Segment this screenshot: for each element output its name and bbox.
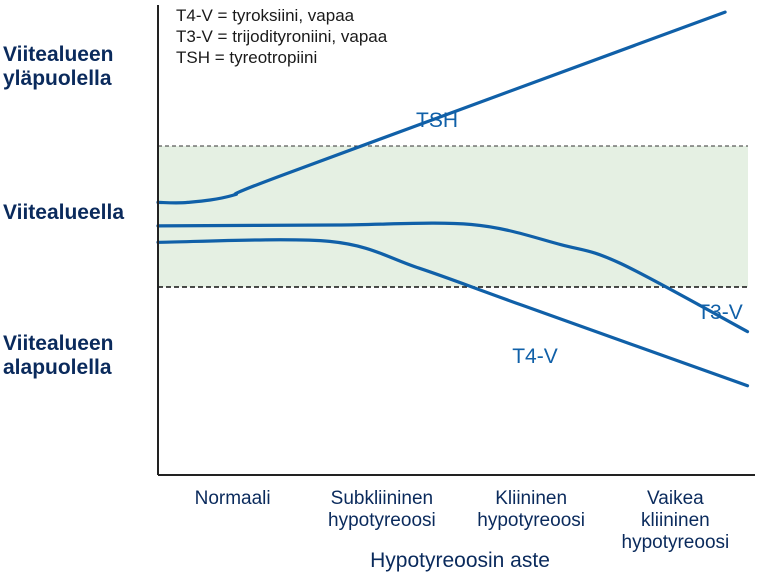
x-tick-label-1: hypotyreoosi — [328, 510, 436, 531]
x-tick-label-1: Subkliininen — [331, 488, 433, 509]
series-line-t3-v — [156, 221, 750, 334]
y-band-label-0: yläpuolella — [3, 67, 112, 90]
reference-range-band — [158, 146, 748, 287]
series-label-t3-v: T3-V — [697, 301, 743, 324]
y-band-label-2: Viitealueen — [3, 332, 114, 355]
x-tick-label-3: Vaikea — [647, 488, 704, 509]
x-tick-label-3: hypotyreoosi — [622, 532, 730, 553]
y-band-label-1: Viitealueella — [3, 201, 124, 224]
x-tick-label-2: hypotyreoosi — [477, 510, 585, 531]
series-label-tsh: TSH — [416, 109, 458, 132]
legend-item-tsh: TSH = tyreotropiini — [176, 48, 317, 67]
x-tick-label-3: kliininen — [641, 510, 710, 531]
x-tick-label-2: Kliininen — [495, 488, 567, 509]
series-line-tsh — [156, 10, 727, 205]
y-band-label-2: alapuolella — [3, 356, 112, 379]
series-line-t4-v — [156, 238, 750, 388]
legend-item-t4: T4-V = tyroksiini, vapaa — [176, 6, 355, 25]
y-band-label-0: Viitealueen — [3, 43, 114, 66]
legend-item-t3: T3-V = trijodityroniini, vapaa — [176, 27, 388, 46]
series-label-t4-v: T4-V — [512, 345, 558, 368]
legend: T4-V = tyroksiini, vapaa T3-V = trijodit… — [176, 6, 388, 67]
x-axis-label: Hypotyreoosin aste — [370, 549, 550, 572]
x-tick-label-0: Normaali — [195, 488, 271, 509]
